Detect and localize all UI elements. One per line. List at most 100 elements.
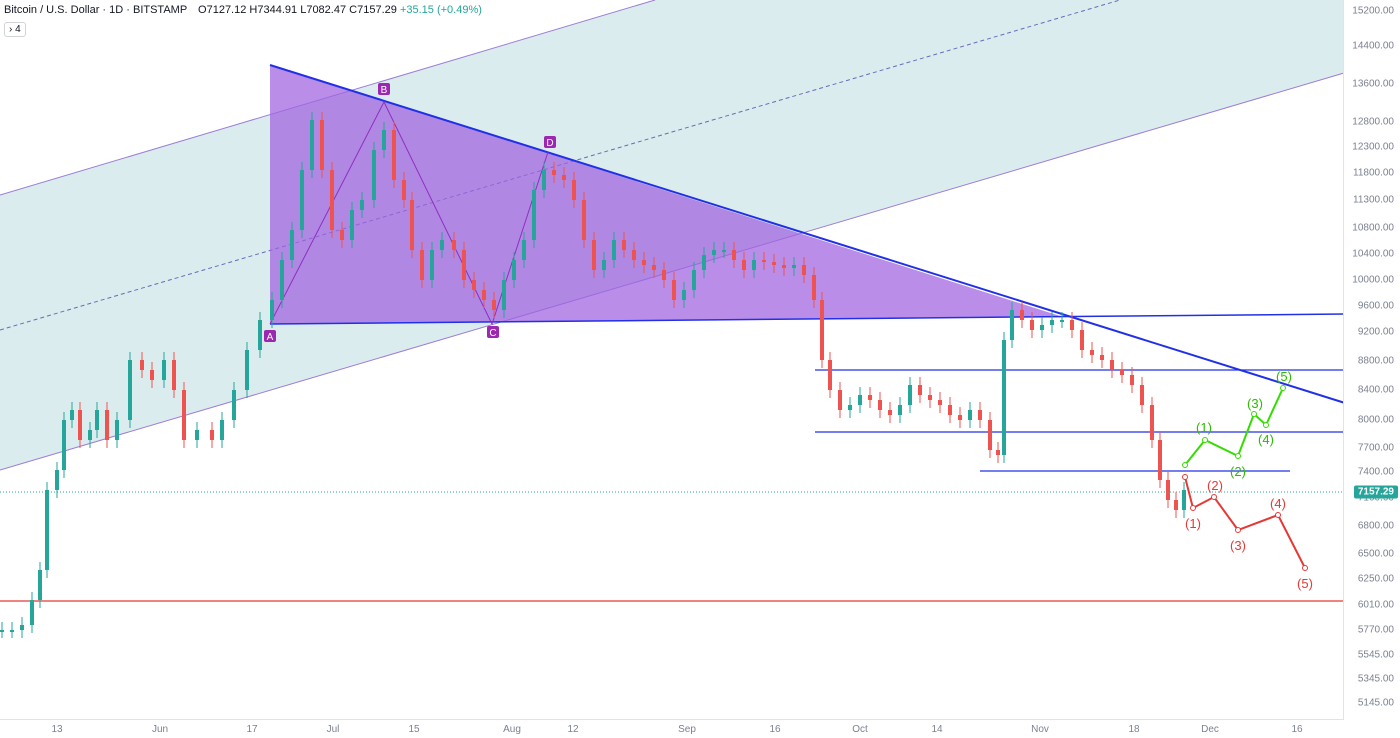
wave-point-green[interactable] — [1251, 411, 1257, 417]
wave-point-green[interactable] — [1182, 462, 1188, 468]
price-axis[interactable]: 15200.00 14400.00 13600.00 12800.00 12300.00… — [1343, 0, 1400, 720]
price-axis-label: 5545.00 — [1357, 649, 1394, 661]
wave-point-green[interactable] — [1202, 437, 1208, 443]
candle-body — [1030, 320, 1034, 330]
candle-body — [1040, 325, 1044, 330]
candle-body — [105, 410, 109, 440]
candle-body — [948, 405, 952, 415]
candle-body — [482, 290, 486, 300]
candle-body — [928, 395, 932, 400]
candle-body — [232, 390, 236, 420]
candle-body — [888, 410, 892, 415]
candle-body — [472, 280, 476, 290]
red-wave-2: (2) — [1207, 478, 1223, 493]
wave-point-red[interactable] — [1211, 494, 1217, 500]
candle-body — [172, 360, 176, 390]
candle-body — [62, 420, 66, 470]
candle-body — [642, 260, 646, 265]
candle-body — [672, 280, 676, 300]
price-axis-label: 6010.00 — [1357, 599, 1394, 611]
price-axis-label: 10800.00 — [1352, 222, 1394, 234]
candle-body — [290, 230, 294, 260]
ohlc-low: L7082.47 — [300, 4, 347, 16]
candle-body — [918, 385, 922, 395]
candle-body — [512, 260, 516, 280]
price-axis-label: 15200.00 — [1352, 5, 1394, 17]
price-axis-label: 8400.00 — [1357, 384, 1394, 396]
candle-body — [1174, 500, 1178, 510]
time-axis-label: 16 — [1291, 724, 1303, 735]
candle-body — [402, 180, 406, 200]
price-axis-label: 7400.00 — [1357, 466, 1394, 478]
wave-point-red[interactable] — [1190, 505, 1196, 511]
triangle-upper-line[interactable] — [269, 64, 1346, 404]
candle-body — [1182, 490, 1186, 510]
price-axis-label: 8800.00 — [1357, 355, 1394, 367]
price-axis-label: 10400.00 — [1352, 248, 1394, 260]
point-c-label: C — [487, 326, 499, 339]
candle-body — [938, 400, 942, 405]
candle-body — [115, 420, 119, 440]
indicators-toggle[interactable]: › 4 — [4, 22, 26, 37]
candle-body — [1166, 480, 1170, 500]
candle-body — [300, 170, 304, 230]
candle-body — [848, 405, 852, 410]
candle-body — [858, 395, 862, 405]
time-axis-label: Aug — [503, 724, 521, 735]
candle-body — [742, 260, 746, 270]
candle-body — [752, 260, 756, 270]
candle-body — [1020, 310, 1024, 320]
time-axis-label: Jul — [326, 724, 340, 735]
candle-body — [996, 450, 1000, 455]
candle-body — [1140, 385, 1144, 405]
candle-body — [652, 265, 656, 270]
red-wave-4: (4) — [1270, 496, 1286, 511]
candle-body — [682, 290, 686, 300]
abcd-pattern-line[interactable] — [269, 100, 549, 326]
chevron-right-icon: › — [9, 24, 13, 35]
green-wave-3: (3) — [1247, 396, 1263, 411]
candle-body — [1100, 355, 1104, 360]
candle-body — [150, 370, 154, 380]
time-axis-label: Nov — [1031, 724, 1049, 735]
candle-body — [1110, 360, 1114, 370]
svg-text:C: C — [489, 328, 496, 339]
candle-body — [55, 470, 59, 490]
candle-body — [492, 300, 496, 310]
wave-point-red[interactable] — [1302, 565, 1308, 571]
triangle-lower-line[interactable] — [269, 313, 1346, 325]
candle-body — [612, 240, 616, 260]
candle-body — [372, 150, 376, 200]
candle-body — [1090, 350, 1094, 355]
wave-point-red[interactable] — [1235, 527, 1241, 533]
wave-projection-red[interactable] — [1184, 476, 1306, 569]
price-axis-label: 6800.00 — [1357, 520, 1394, 532]
wave-point-green[interactable] — [1263, 422, 1269, 428]
candle-body — [978, 410, 982, 420]
wave-point-green[interactable] — [1280, 385, 1286, 391]
candle-body — [30, 600, 34, 625]
candle-body — [392, 130, 396, 180]
wave-point-red[interactable] — [1275, 512, 1281, 518]
wave-projection-green[interactable] — [1184, 387, 1284, 466]
price-axis-label: 9200.00 — [1357, 326, 1394, 338]
candle-body — [382, 130, 386, 150]
candle-body — [828, 360, 832, 390]
candle-body — [522, 240, 526, 260]
point-a-label: A — [264, 330, 276, 343]
price-axis-label: 11800.00 — [1353, 167, 1394, 179]
symbol-title[interactable]: Bitcoin / U.S. Dollar · 1D · BITSTAMP — [4, 4, 187, 16]
candle-body — [602, 260, 606, 270]
price-axis-label: 5145.00 — [1357, 697, 1394, 709]
triangle-pattern[interactable] — [270, 65, 1060, 324]
candle-body — [95, 410, 99, 430]
price-axis-label: 7700.00 — [1357, 442, 1394, 454]
time-axis[interactable]: 13 Jun 17 Jul 15 Aug 12 Sep 16 Oct 14 Nov 18 Dec 16 — [0, 719, 1344, 738]
candle-body — [988, 420, 992, 450]
candle-body — [410, 200, 414, 250]
wave-point-green[interactable] — [1235, 453, 1241, 459]
candle-body — [452, 240, 456, 250]
wave-point-red[interactable] — [1182, 474, 1188, 480]
candle-body — [88, 430, 92, 440]
